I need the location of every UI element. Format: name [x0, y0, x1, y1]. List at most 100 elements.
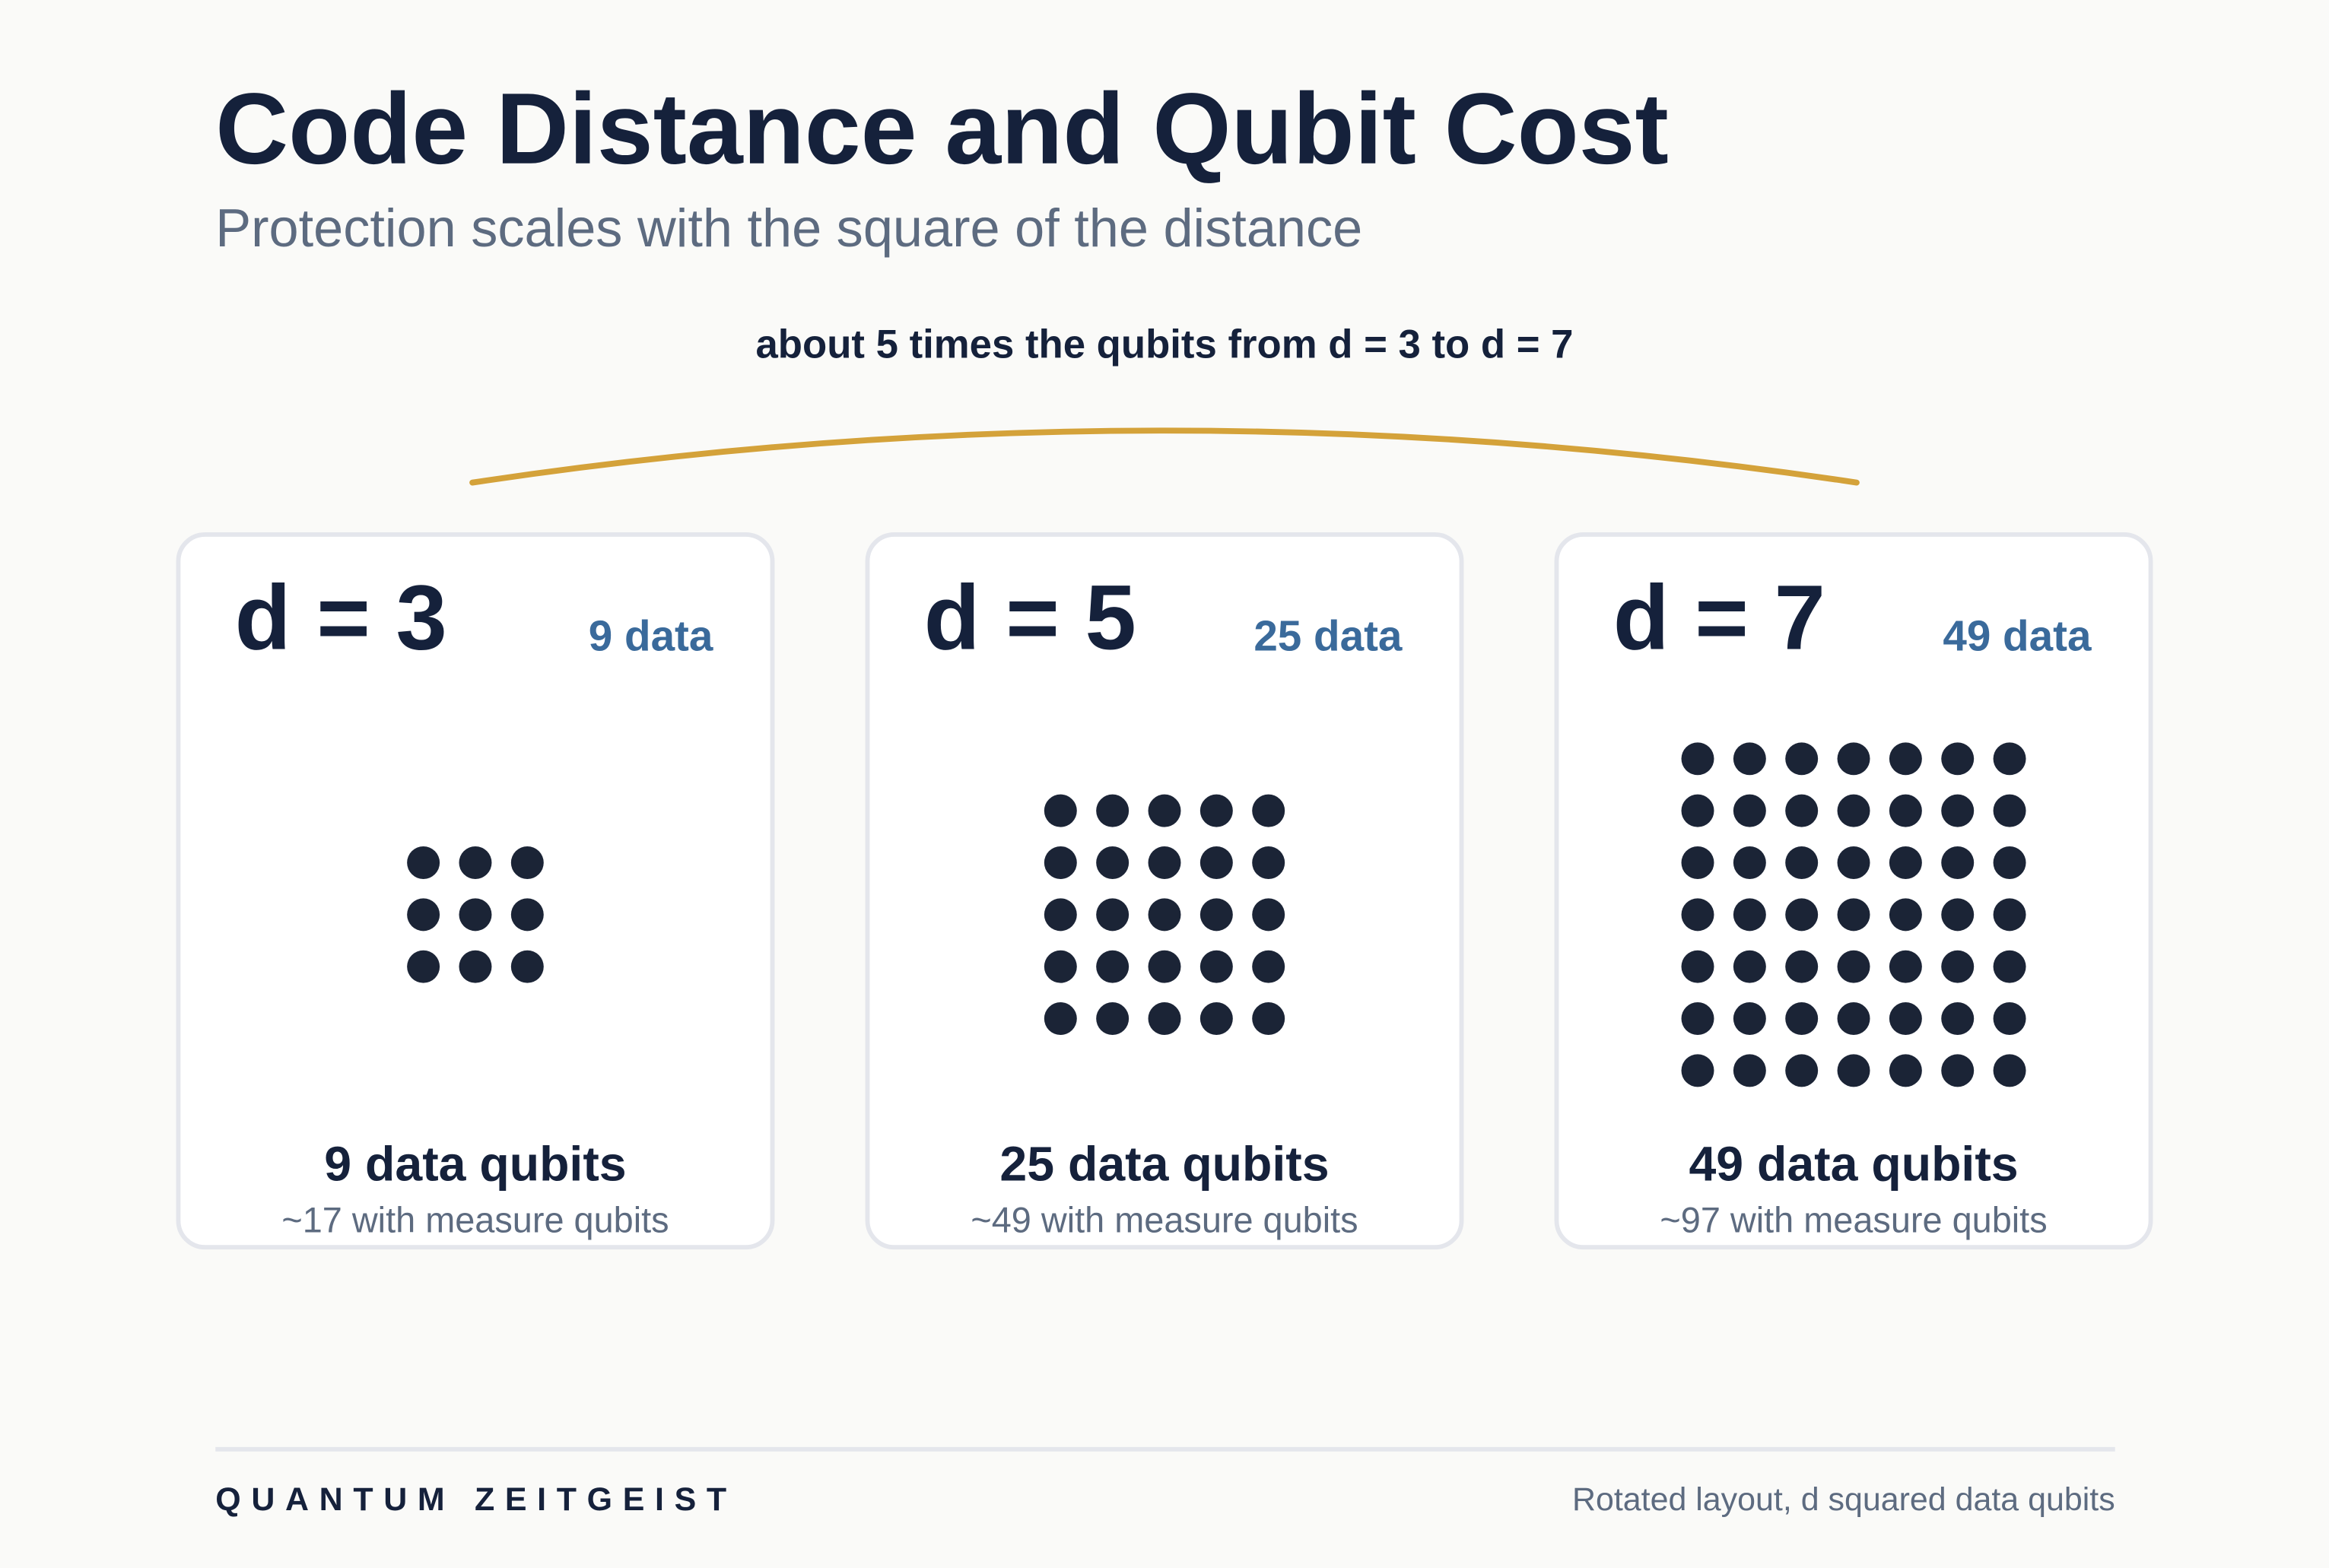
qubit-dot [1096, 846, 1130, 879]
annotation: about 5 times the qubits from d = 3 to d… [755, 322, 1573, 367]
qubit-dot [1993, 1054, 2026, 1087]
qubit-dot [1993, 846, 2026, 879]
qubit-dot [1148, 898, 1181, 932]
qubit-dot [1837, 1002, 1870, 1035]
qubit-dot [1993, 950, 2026, 983]
qubit-dot [1785, 1054, 1819, 1087]
qubit-dot [1199, 1002, 1233, 1035]
card-badge: 9 data [589, 611, 713, 659]
qubit-dot [1941, 846, 1975, 879]
qubit-dot [1096, 794, 1130, 827]
qubit-dot [1733, 1054, 1766, 1087]
qubit-dot [1889, 898, 1922, 932]
qubit-dot [1148, 1002, 1181, 1035]
qubit-dot [1837, 950, 1870, 983]
qubit-dot [1096, 898, 1130, 932]
qubit-dot [1199, 950, 1233, 983]
qubit-dot [1837, 794, 1870, 827]
qubit-dot [1044, 898, 1077, 932]
qubit-dot [1096, 1002, 1130, 1035]
card-note: ~97 with measure qubits [1660, 1201, 2047, 1240]
qubit-dot [1993, 1002, 2026, 1035]
qubit-dot [1785, 742, 1819, 776]
qubit-dot [1681, 950, 1714, 983]
qubit-dot [1993, 898, 2026, 932]
qubit-dot [1837, 846, 1870, 879]
qubit-dot [1733, 794, 1766, 827]
footer-note: Rotated layout, d squared data qubits [1572, 1481, 2115, 1518]
qubit-dot [1681, 1002, 1714, 1035]
card-badge: 49 data [1943, 611, 2092, 659]
card-count: 49 data qubits [1689, 1136, 2018, 1191]
qubit-dot [1199, 898, 1233, 932]
qubit-dot [1941, 1054, 1975, 1087]
qubit-dot [1785, 846, 1819, 879]
qubit-dot [407, 898, 440, 932]
cards: d = 3 9 data 9 data qubits ~17 with measure… [176, 532, 2153, 1250]
qubit-dot [1199, 794, 1233, 827]
qubit-dot [1993, 742, 2026, 776]
card-count: 9 data qubits [324, 1136, 626, 1191]
qubit-dot [1044, 950, 1077, 983]
qubit-dot [1889, 846, 1922, 879]
card-box [176, 532, 775, 1250]
qubit-dot [1252, 794, 1285, 827]
qubit-dot [1044, 846, 1077, 879]
qubit-dot [1148, 950, 1181, 983]
card-box [865, 532, 1464, 1250]
qubit-dot [1889, 742, 1922, 776]
card-note: ~49 with measure qubits [971, 1201, 1358, 1240]
qubit-dot [1733, 898, 1766, 932]
subtitle: Protection scales with the square of the… [215, 198, 1362, 258]
qubit-dot [1681, 898, 1714, 932]
qubit-dot [1199, 846, 1233, 879]
qubit-dot [1941, 794, 1975, 827]
qubit-dot [1941, 1002, 1975, 1035]
qubit-dot [1252, 950, 1285, 983]
qubit-dot [1681, 742, 1714, 776]
card: d = 3 9 data 9 data qubits ~17 with measure… [176, 532, 775, 1250]
qubit-dot [510, 950, 544, 983]
qubit-dot [1096, 950, 1130, 983]
qubit-dot [1889, 1054, 1922, 1087]
qubit-dot [1044, 1002, 1077, 1035]
qubit-dot [1252, 898, 1285, 932]
qubit-dot [1941, 950, 1975, 983]
qubit-dot [407, 846, 440, 879]
qubit-dot [1148, 846, 1181, 879]
card-label: d = 5 [924, 565, 1136, 668]
qubit-dot [1785, 898, 1819, 932]
qubit-dot [1785, 1002, 1819, 1035]
card-count: 25 data qubits [999, 1136, 1329, 1191]
qubit-dot [1993, 794, 2026, 827]
qubit-dot [459, 950, 492, 983]
qubit-dot [1837, 1054, 1870, 1087]
qubit-dot [510, 846, 544, 879]
qubit-dot [459, 898, 492, 932]
qubit-dot [1681, 846, 1714, 879]
qubit-dot [1252, 1002, 1285, 1035]
qubit-dot [1733, 742, 1766, 776]
qubit-dot [1785, 794, 1819, 827]
qubit-dot [1837, 742, 1870, 776]
qubit-dot [1733, 846, 1766, 879]
qubit-dot [1148, 794, 1181, 827]
card-badge: 25 data [1253, 611, 1403, 659]
qubit-dot [1044, 794, 1077, 827]
footer-brand: QUANTUM ZEITGEIST [215, 1481, 737, 1518]
qubit-dot [1889, 1002, 1922, 1035]
qubit-dot [1941, 898, 1975, 932]
qubit-dot [1681, 794, 1714, 827]
card: d = 5 25 data 25 data qubits ~49 with measu… [865, 532, 1464, 1250]
qubit-dot [1889, 794, 1922, 827]
card-label: d = 3 [235, 565, 447, 668]
qubit-dot [1681, 1054, 1714, 1087]
qubit-dot [1941, 742, 1975, 776]
qubit-dot [1733, 1002, 1766, 1035]
qubit-dot [1785, 950, 1819, 983]
qubit-dot [1889, 950, 1922, 983]
qubit-dot [1733, 950, 1766, 983]
card-label: d = 7 [1613, 565, 1825, 668]
